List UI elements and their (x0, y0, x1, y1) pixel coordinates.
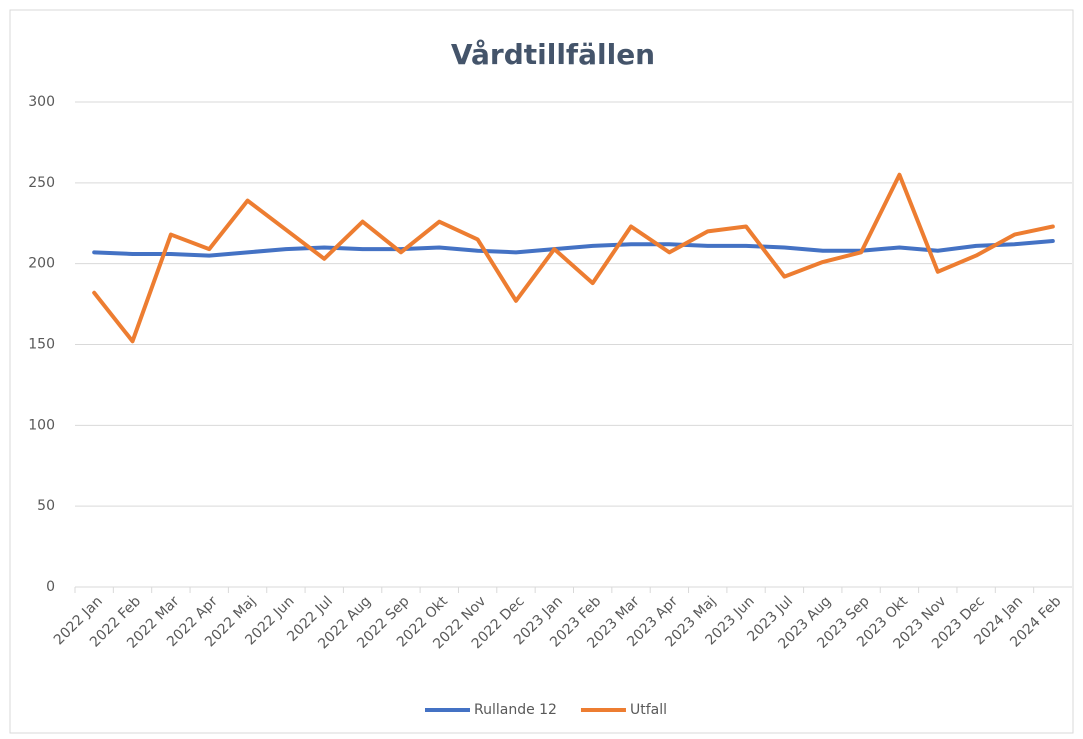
y-tick-label: 100 (28, 417, 55, 433)
y-tick-label: 200 (28, 256, 55, 272)
y-tick-label: 150 (28, 337, 55, 353)
legend-label: Utfall (630, 702, 667, 718)
line-series (92, 239, 1055, 258)
y-tick-label: 0 (46, 579, 55, 595)
y-tick-label: 50 (37, 498, 55, 514)
y-tick-label: 250 (28, 175, 55, 191)
chart-title: Vårdtillfällen (451, 38, 655, 71)
y-tick-label: 300 (28, 94, 55, 110)
line-series (92, 172, 1055, 344)
chart-border (9, 9, 1074, 734)
legend-label: Rullande 12 (474, 702, 557, 718)
